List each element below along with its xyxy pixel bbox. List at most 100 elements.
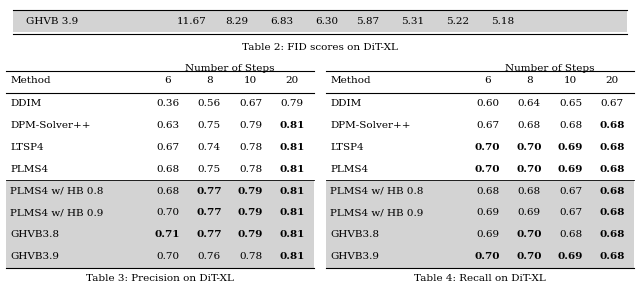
Text: 0.67: 0.67 bbox=[476, 121, 499, 130]
Text: 0.69: 0.69 bbox=[476, 230, 499, 239]
FancyBboxPatch shape bbox=[326, 224, 634, 246]
Text: 0.70: 0.70 bbox=[156, 252, 179, 261]
Text: 6: 6 bbox=[164, 76, 171, 85]
Text: 0.68: 0.68 bbox=[559, 230, 582, 239]
FancyBboxPatch shape bbox=[13, 10, 627, 32]
Text: Method: Method bbox=[330, 76, 371, 85]
Text: 0.70: 0.70 bbox=[516, 252, 542, 261]
Text: 0.68: 0.68 bbox=[476, 187, 499, 196]
Text: 0.68: 0.68 bbox=[600, 143, 625, 152]
Text: 0.69: 0.69 bbox=[558, 143, 583, 152]
Text: 0.81: 0.81 bbox=[280, 143, 305, 152]
Text: 0.81: 0.81 bbox=[280, 209, 305, 217]
Text: 0.68: 0.68 bbox=[518, 187, 541, 196]
Text: 0.68: 0.68 bbox=[156, 165, 179, 174]
Text: Table 2: FID scores on DiT-XL: Table 2: FID scores on DiT-XL bbox=[242, 43, 398, 52]
Text: 0.68: 0.68 bbox=[600, 187, 625, 196]
Text: DDIM: DDIM bbox=[330, 99, 362, 108]
Text: 0.76: 0.76 bbox=[198, 252, 221, 261]
Text: 0.81: 0.81 bbox=[280, 121, 305, 130]
Text: 0.70: 0.70 bbox=[156, 209, 179, 217]
Text: 0.79: 0.79 bbox=[238, 209, 263, 217]
Text: 0.81: 0.81 bbox=[280, 187, 305, 196]
Text: 0.75: 0.75 bbox=[198, 121, 221, 130]
Text: 0.60: 0.60 bbox=[476, 99, 499, 108]
Text: 0.71: 0.71 bbox=[155, 230, 180, 239]
Text: 0.64: 0.64 bbox=[518, 99, 541, 108]
Text: 0.70: 0.70 bbox=[475, 252, 500, 261]
Text: 0.79: 0.79 bbox=[238, 230, 263, 239]
Text: 5.22: 5.22 bbox=[446, 17, 469, 26]
Text: PLMS4 w/ HB 0.8: PLMS4 w/ HB 0.8 bbox=[10, 187, 104, 196]
Text: Table 4: Recall on DiT-XL: Table 4: Recall on DiT-XL bbox=[414, 274, 546, 283]
Text: 10: 10 bbox=[564, 76, 577, 85]
Text: PLMS4: PLMS4 bbox=[330, 165, 369, 174]
Text: 0.79: 0.79 bbox=[239, 121, 262, 130]
FancyBboxPatch shape bbox=[326, 202, 634, 224]
Text: DDIM: DDIM bbox=[10, 99, 42, 108]
Text: LTSP4: LTSP4 bbox=[10, 143, 44, 152]
Text: 0.81: 0.81 bbox=[280, 252, 305, 261]
Text: 11.67: 11.67 bbox=[177, 17, 207, 26]
Text: GHVB3.9: GHVB3.9 bbox=[330, 252, 380, 261]
Text: 0.68: 0.68 bbox=[600, 252, 625, 261]
Text: 8: 8 bbox=[206, 76, 212, 85]
Text: 0.78: 0.78 bbox=[239, 252, 262, 261]
Text: 0.70: 0.70 bbox=[516, 165, 542, 174]
Text: DPM-Solver++: DPM-Solver++ bbox=[10, 121, 91, 130]
Text: 0.67: 0.67 bbox=[559, 209, 582, 217]
Text: 0.70: 0.70 bbox=[516, 143, 542, 152]
Text: 20: 20 bbox=[605, 76, 619, 85]
Text: 0.77: 0.77 bbox=[196, 209, 222, 217]
Text: 20: 20 bbox=[285, 76, 299, 85]
FancyBboxPatch shape bbox=[6, 180, 314, 202]
Text: 0.81: 0.81 bbox=[280, 165, 305, 174]
Text: PLMS4 w/ HB 0.8: PLMS4 w/ HB 0.8 bbox=[330, 187, 424, 196]
Text: PLMS4: PLMS4 bbox=[10, 165, 49, 174]
Text: 0.78: 0.78 bbox=[239, 165, 262, 174]
Text: 5.87: 5.87 bbox=[356, 17, 380, 26]
Text: 0.79: 0.79 bbox=[280, 99, 303, 108]
Text: GHVB 3.9: GHVB 3.9 bbox=[26, 17, 78, 26]
FancyBboxPatch shape bbox=[326, 246, 634, 268]
Text: GHVB3.9: GHVB3.9 bbox=[10, 252, 60, 261]
Text: GHVB3.8: GHVB3.8 bbox=[10, 230, 60, 239]
Text: 6.83: 6.83 bbox=[270, 17, 293, 26]
Text: DPM-Solver++: DPM-Solver++ bbox=[330, 121, 411, 130]
FancyBboxPatch shape bbox=[326, 180, 634, 202]
Text: 0.67: 0.67 bbox=[559, 187, 582, 196]
Text: Table 3: Precision on DiT-XL: Table 3: Precision on DiT-XL bbox=[86, 274, 234, 283]
Text: 0.68: 0.68 bbox=[559, 121, 582, 130]
Text: 0.68: 0.68 bbox=[156, 187, 179, 196]
Text: 8.29: 8.29 bbox=[225, 17, 248, 26]
Text: Method: Method bbox=[10, 76, 51, 85]
Text: 0.75: 0.75 bbox=[198, 165, 221, 174]
Text: 0.77: 0.77 bbox=[196, 187, 222, 196]
FancyBboxPatch shape bbox=[6, 224, 314, 246]
Text: 10: 10 bbox=[244, 76, 257, 85]
Text: 0.70: 0.70 bbox=[475, 143, 500, 152]
Text: 0.78: 0.78 bbox=[239, 143, 262, 152]
Text: 0.68: 0.68 bbox=[600, 230, 625, 239]
Text: 0.36: 0.36 bbox=[156, 99, 179, 108]
Text: 0.70: 0.70 bbox=[516, 230, 542, 239]
Text: 0.67: 0.67 bbox=[600, 99, 623, 108]
Text: 0.68: 0.68 bbox=[600, 165, 625, 174]
Text: 0.69: 0.69 bbox=[558, 165, 583, 174]
Text: 0.70: 0.70 bbox=[475, 165, 500, 174]
Text: 0.69: 0.69 bbox=[518, 209, 541, 217]
Text: 0.81: 0.81 bbox=[280, 230, 305, 239]
Text: 8: 8 bbox=[526, 76, 532, 85]
Text: 0.65: 0.65 bbox=[559, 99, 582, 108]
Text: 6: 6 bbox=[484, 76, 491, 85]
Text: 0.77: 0.77 bbox=[196, 230, 222, 239]
Text: 5.31: 5.31 bbox=[401, 17, 424, 26]
Text: 0.74: 0.74 bbox=[198, 143, 221, 152]
Text: 6.30: 6.30 bbox=[315, 17, 338, 26]
Text: 0.67: 0.67 bbox=[239, 99, 262, 108]
FancyBboxPatch shape bbox=[6, 202, 314, 224]
Text: 0.68: 0.68 bbox=[600, 209, 625, 217]
Text: 0.56: 0.56 bbox=[198, 99, 221, 108]
Text: Number of Steps: Number of Steps bbox=[185, 64, 275, 73]
Text: Number of Steps: Number of Steps bbox=[505, 64, 595, 73]
